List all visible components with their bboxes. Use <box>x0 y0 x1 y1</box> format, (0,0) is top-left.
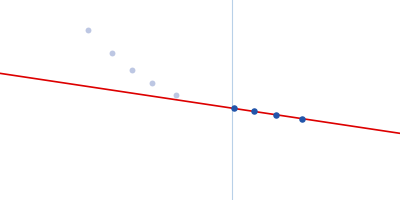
Point <box>231 107 237 110</box>
Point <box>273 113 279 116</box>
Point <box>109 52 115 55</box>
Point <box>251 110 257 113</box>
Point <box>85 28 91 31</box>
Point <box>173 93 179 96</box>
Point <box>149 81 155 84</box>
Point <box>299 117 305 120</box>
Point <box>129 68 135 71</box>
